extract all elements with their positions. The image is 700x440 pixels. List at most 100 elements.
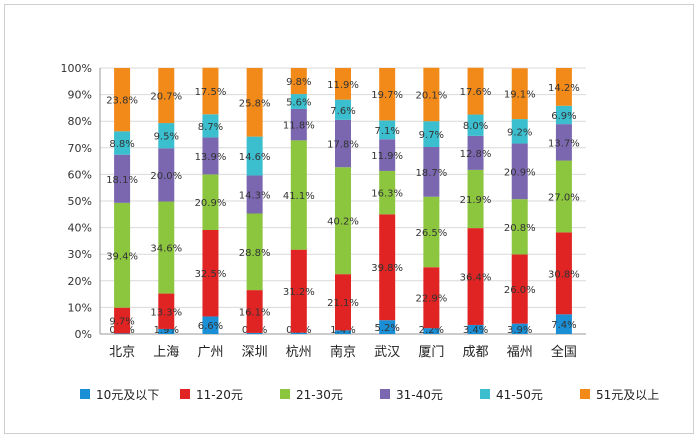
bar-segment	[246, 68, 263, 137]
bar-segment	[290, 249, 307, 333]
data-label: 23.8%	[106, 96, 138, 107]
bar-segment	[379, 68, 396, 121]
bar-segment	[511, 254, 528, 324]
y-tick-label: 50%	[68, 195, 92, 208]
bar-segment	[467, 324, 484, 334]
legend-label: 31-40元	[396, 388, 443, 402]
data-label: 3.4%	[463, 325, 488, 336]
bar-segment	[114, 333, 131, 334]
data-label: 1.4%	[330, 325, 355, 336]
data-label: 7.1%	[374, 126, 399, 137]
x-tick-label: 福州	[507, 345, 533, 360]
y-tick-label: 70%	[68, 142, 92, 155]
bar-segment	[114, 202, 131, 308]
data-label: 39.4%	[106, 251, 138, 262]
data-label: 2.2%	[419, 325, 444, 336]
x-tick-label: 深圳	[242, 345, 268, 360]
data-label: 41.1%	[283, 191, 315, 202]
y-tick-label: 20%	[68, 275, 92, 288]
data-label: 17.8%	[327, 140, 359, 151]
bar-segment	[379, 320, 396, 334]
data-label: 13.3%	[150, 307, 182, 318]
bar-segment	[511, 68, 528, 120]
data-label: 20.9%	[195, 198, 227, 209]
data-label: 14.2%	[548, 83, 580, 94]
y-tick-label: 30%	[68, 248, 92, 261]
bar-segment	[290, 94, 307, 109]
bar-segment	[335, 99, 351, 120]
legend-label: 10元及以下	[96, 388, 159, 402]
data-label: 17.6%	[460, 87, 492, 98]
legend-label: 21-30元	[296, 388, 343, 402]
data-label: 26.0%	[504, 285, 536, 296]
x-tick-label: 成都	[463, 345, 489, 360]
bar-segment	[202, 67, 219, 115]
data-label: 18.1%	[106, 175, 138, 186]
y-tick-label: 60%	[68, 168, 92, 181]
data-label: 22.9%	[415, 294, 447, 305]
data-label: 3.9%	[507, 325, 532, 336]
data-label: 7.4%	[551, 320, 576, 331]
data-label: 11.9%	[327, 80, 359, 91]
data-label: 20.8%	[504, 223, 536, 234]
x-tick-label: 南京	[330, 344, 356, 360]
bar-segment	[423, 196, 440, 268]
y-tick-label: 40%	[68, 222, 92, 235]
data-label: 14.3%	[239, 190, 271, 201]
data-label: 13.7%	[548, 138, 580, 149]
data-label: 39.8%	[371, 263, 403, 274]
data-label: 30.8%	[548, 269, 580, 280]
bar-segment	[114, 68, 131, 132]
bar-segment	[246, 175, 263, 214]
legend-label: 41-50元	[496, 388, 543, 402]
x-tick-label: 杭州	[286, 345, 312, 360]
data-label: 20.1%	[415, 90, 447, 101]
bar-segment	[202, 174, 219, 230]
data-label: 9.5%	[154, 132, 179, 143]
bar-segment	[511, 143, 528, 200]
bar-segment	[423, 328, 440, 334]
bar-segment	[335, 119, 351, 168]
data-label: 5.6%	[286, 98, 311, 109]
bar-segment	[555, 105, 572, 125]
bar-segment	[290, 140, 307, 250]
bar-segment	[379, 214, 396, 321]
data-label: 25.8%	[239, 98, 271, 109]
data-label: 20.7%	[150, 92, 182, 103]
legend-label: 11-20元	[196, 388, 243, 402]
bar-segment	[290, 108, 307, 141]
data-label: 21.9%	[460, 195, 492, 206]
bar-segment	[511, 199, 528, 255]
x-tick-label: 全国	[551, 344, 577, 360]
bar-segment	[423, 267, 440, 329]
x-tick-label: 上海	[153, 345, 179, 360]
bar-segment	[246, 136, 263, 176]
y-tick-label: 0%	[75, 328, 92, 341]
data-label: 21.1%	[327, 298, 359, 309]
data-label: 8.7%	[198, 122, 223, 133]
bar-segment	[114, 307, 131, 334]
data-label: 31.2%	[283, 287, 315, 298]
bar-segment	[335, 68, 351, 100]
bar-segment	[335, 167, 351, 275]
bar-segment	[423, 67, 440, 122]
y-tick-label: 10%	[68, 301, 92, 314]
data-label: 34.6%	[150, 244, 182, 255]
data-label: 8.8%	[109, 139, 134, 150]
data-label: 12.8%	[460, 149, 492, 160]
bar-segment	[467, 67, 484, 115]
data-label: 9.2%	[507, 127, 532, 138]
bar-segment	[379, 139, 396, 171]
data-label: 16.3%	[371, 189, 403, 200]
legend-label: 51元及以上	[596, 388, 659, 402]
bar-segment	[555, 124, 572, 161]
legend-swatch	[80, 389, 90, 399]
bar-segment	[555, 314, 572, 334]
bar-segment	[379, 120, 396, 140]
data-label: 16.1%	[239, 308, 271, 319]
data-label: 32.5%	[195, 269, 227, 280]
data-label: 6.6%	[198, 321, 223, 332]
bar-segment	[114, 154, 131, 203]
legend-swatch	[180, 389, 190, 399]
data-label: 6.9%	[551, 111, 576, 122]
